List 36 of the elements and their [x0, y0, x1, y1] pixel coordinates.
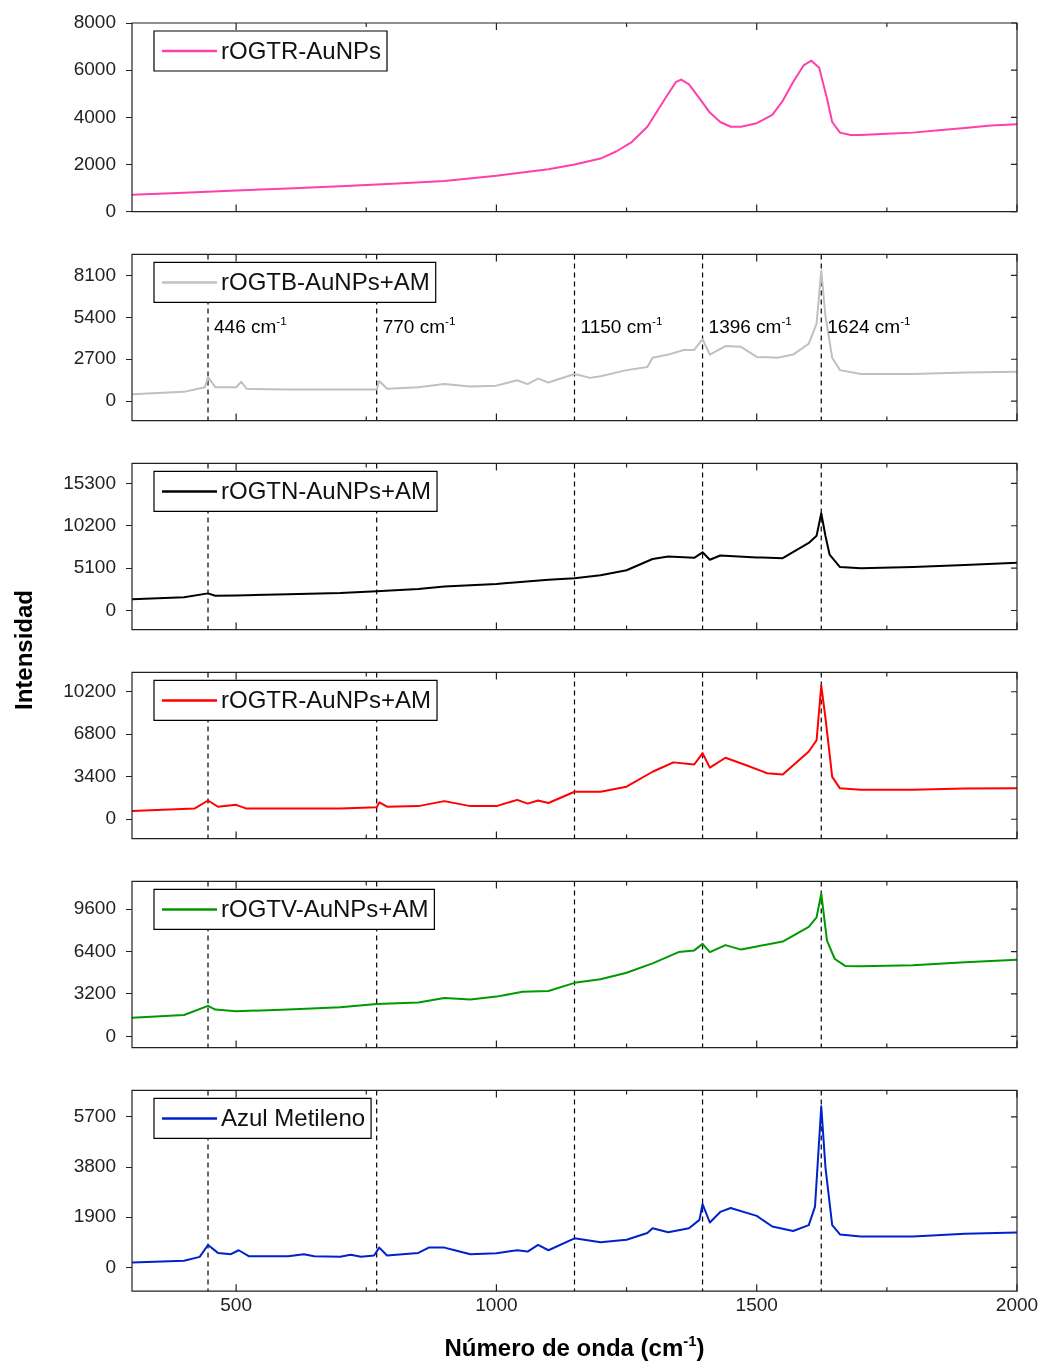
y-tick-label: 6000: [73, 58, 116, 80]
y-tick-label: 6800: [73, 722, 116, 744]
y-tick-label: 9600: [73, 897, 116, 919]
y-axis-title: Intensidad: [10, 589, 38, 711]
y-tick-label: 0: [105, 389, 116, 411]
y-tick-label: 5400: [73, 305, 116, 327]
legend-label: rOGTN-AuNPs+AM: [221, 477, 432, 505]
x-tick-label: 500: [220, 1293, 252, 1315]
y-tick-label: 4000: [73, 105, 116, 127]
y-tick-label: 0: [105, 598, 116, 620]
y-tick-label: 3800: [73, 1155, 116, 1177]
y-tick-label: 0: [105, 807, 116, 829]
x-tick-label: 2000: [995, 1293, 1039, 1315]
y-tick-label: 2700: [73, 347, 116, 369]
y-tick-label: 1900: [73, 1205, 116, 1227]
y-tick-label: 3200: [73, 982, 116, 1004]
y-tick-label: 10200: [63, 680, 116, 701]
legend-label: rOGTB-AuNPs+AM: [221, 268, 430, 296]
legend-label: rOGTR-AuNPs: [221, 36, 382, 64]
y-tick-label: 3400: [73, 764, 116, 786]
y-tick-label: 0: [105, 1255, 116, 1277]
y-tick-label: 6400: [73, 939, 116, 961]
y-tick-label: 10200: [63, 513, 116, 535]
x-tick-label: 1500: [735, 1293, 778, 1315]
y-tick-label: 0: [105, 199, 116, 221]
y-tick-label: 8000: [73, 11, 116, 33]
y-tick-label: 5700: [73, 1105, 116, 1127]
x-tick-label: 1000: [475, 1293, 518, 1315]
y-tick-label: 8100: [73, 263, 116, 285]
legend-label: rOGTR-AuNPs+AM: [221, 686, 432, 714]
y-tick-label: 15300: [63, 471, 116, 493]
y-tick-label: 2000: [73, 152, 116, 174]
y-tick-label: 0: [105, 1024, 116, 1046]
y-tick-label: 5100: [73, 556, 116, 578]
legend-label: Azul Metileno: [221, 1104, 366, 1132]
legend-label: rOGTV-AuNPs+AM: [221, 895, 429, 923]
